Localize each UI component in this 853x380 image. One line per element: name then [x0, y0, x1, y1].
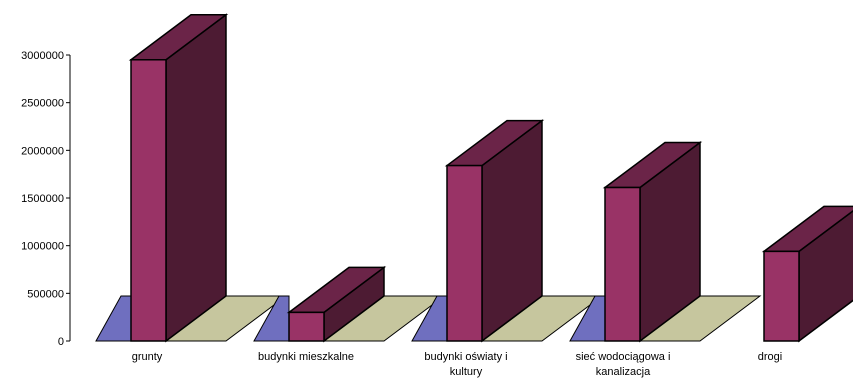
bar-side	[165, 13, 227, 343]
floor-panel-left	[95, 295, 132, 342]
floor-panel-left	[253, 295, 290, 342]
bar-front	[288, 311, 325, 342]
y-tick-label: 0	[58, 336, 64, 348]
bar	[761, 205, 853, 343]
bar	[286, 265, 387, 343]
y-tick-label: 1500000	[21, 193, 64, 205]
bar-front	[763, 250, 800, 342]
category-label: budynki mieszkalne	[258, 351, 354, 363]
bars	[128, 13, 853, 343]
category-labels: grunty budynki mieszkalne budynki oświaty …	[132, 351, 783, 378]
y-tick-label: 500000	[27, 288, 64, 300]
category-label: grunty	[132, 351, 163, 363]
y-tick-label: 2000000	[21, 145, 64, 157]
y-tick-label: 2500000	[21, 98, 64, 110]
bar-front	[604, 186, 641, 342]
bar	[444, 119, 545, 343]
y-tick-label: 3000000	[21, 50, 64, 62]
category-label: sieć wodociągowa i kanalizacja	[576, 351, 671, 378]
category-label: budynki oświaty i kultury	[424, 351, 507, 378]
category-label: drogi	[758, 351, 782, 363]
bar-front	[446, 164, 483, 342]
y-tick-label: 1000000	[21, 241, 64, 253]
bar	[128, 13, 229, 343]
floor-panels	[95, 295, 762, 342]
bar	[602, 141, 703, 343]
bar-front	[130, 59, 167, 342]
y-axis: 0 500000 1000000 1500000 2000000 2500000 30000…	[21, 50, 71, 348]
